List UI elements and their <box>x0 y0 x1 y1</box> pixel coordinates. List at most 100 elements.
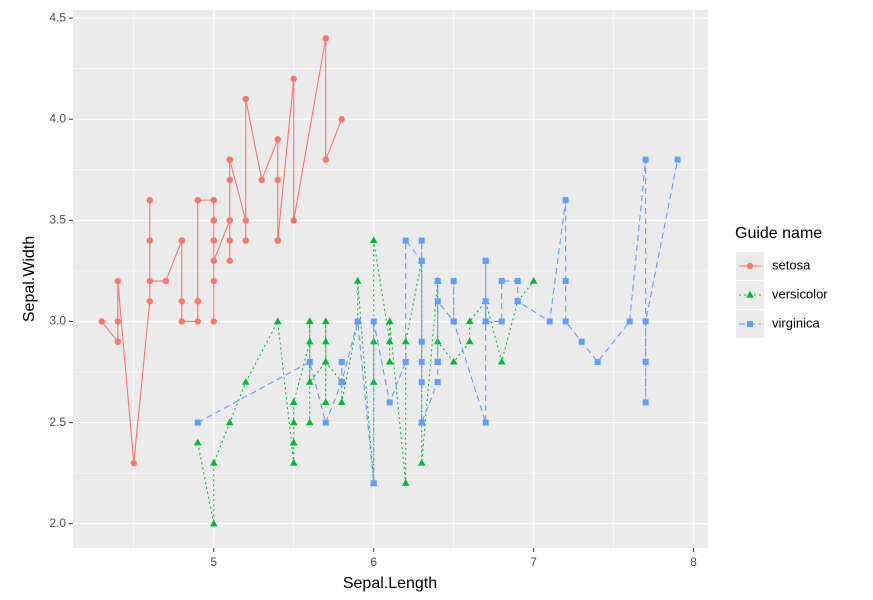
point <box>338 358 345 365</box>
y-tick-label: 3.5 <box>49 213 66 227</box>
y-tick-label: 2.0 <box>49 516 66 530</box>
point <box>194 318 201 325</box>
point <box>369 236 378 244</box>
legend-label: versicolor <box>772 286 828 301</box>
point <box>353 276 362 284</box>
point <box>482 257 489 264</box>
point <box>418 237 425 244</box>
y-tick-label: 4.0 <box>49 111 66 125</box>
point <box>274 176 281 184</box>
legend-label: setosa <box>772 257 811 272</box>
point <box>465 317 474 325</box>
point <box>482 298 489 305</box>
point <box>274 136 281 143</box>
point <box>337 398 346 405</box>
point <box>418 338 425 345</box>
point <box>402 237 409 244</box>
point <box>370 318 377 325</box>
point <box>226 257 233 264</box>
point <box>401 337 410 345</box>
point <box>305 377 314 385</box>
point <box>289 398 298 405</box>
point <box>258 176 265 184</box>
point <box>498 318 505 325</box>
point <box>322 156 329 163</box>
point <box>289 458 298 466</box>
point <box>178 318 185 325</box>
legend-label: virginica <box>772 315 820 330</box>
axes: 5 6 7 8 2.0 2.5 3.0 3.5 4.0 4.5 <box>49 10 697 569</box>
point <box>273 317 282 325</box>
y-tick-label: 2.5 <box>49 415 66 429</box>
point <box>210 217 217 224</box>
point <box>674 156 681 163</box>
point <box>193 438 202 446</box>
point <box>418 419 425 426</box>
point <box>497 357 506 365</box>
point <box>562 278 569 285</box>
point <box>290 217 297 224</box>
point <box>642 156 649 163</box>
series-line <box>197 240 535 524</box>
point <box>289 418 298 426</box>
point <box>322 35 329 42</box>
point <box>210 237 217 244</box>
point <box>562 318 569 325</box>
point <box>146 277 153 285</box>
point <box>370 480 377 487</box>
point <box>242 217 249 224</box>
series-line <box>197 159 679 484</box>
point <box>210 277 217 285</box>
point <box>642 318 649 325</box>
point <box>385 317 394 325</box>
point <box>529 276 538 284</box>
point <box>226 176 233 184</box>
point <box>626 318 633 325</box>
point <box>498 278 505 285</box>
point <box>162 277 169 285</box>
point <box>385 337 394 345</box>
point <box>642 399 649 406</box>
point <box>594 358 601 365</box>
x-tick-label: 5 <box>210 555 217 569</box>
point <box>434 278 441 285</box>
point <box>418 379 425 386</box>
panel-background <box>73 10 708 548</box>
point <box>226 217 233 224</box>
point <box>321 337 330 345</box>
point <box>146 196 153 204</box>
point <box>482 318 489 325</box>
point <box>210 318 217 325</box>
point <box>434 358 441 365</box>
point <box>209 519 218 527</box>
point <box>338 379 345 386</box>
point <box>226 237 233 244</box>
point <box>146 237 153 244</box>
point <box>114 338 121 345</box>
point <box>322 419 329 426</box>
y-tick-label: 3.0 <box>49 314 66 328</box>
x-tick-label: 7 <box>530 555 537 569</box>
point <box>130 459 137 467</box>
point <box>546 318 553 325</box>
point <box>225 418 234 426</box>
point <box>226 156 233 163</box>
legend-symbol <box>746 262 754 270</box>
point <box>242 95 249 103</box>
data-marks <box>98 35 681 527</box>
point <box>274 237 281 244</box>
point <box>465 337 474 345</box>
point <box>450 278 457 285</box>
point <box>321 398 330 405</box>
point <box>642 358 649 365</box>
x-axis-title: Sepal.Length <box>343 575 437 592</box>
legend-title: Guide name <box>735 225 822 242</box>
point <box>385 357 394 365</box>
point <box>289 438 298 446</box>
point <box>434 298 441 305</box>
point <box>306 358 313 365</box>
point <box>449 357 458 365</box>
legend-symbol <box>746 290 754 298</box>
point <box>194 419 201 426</box>
